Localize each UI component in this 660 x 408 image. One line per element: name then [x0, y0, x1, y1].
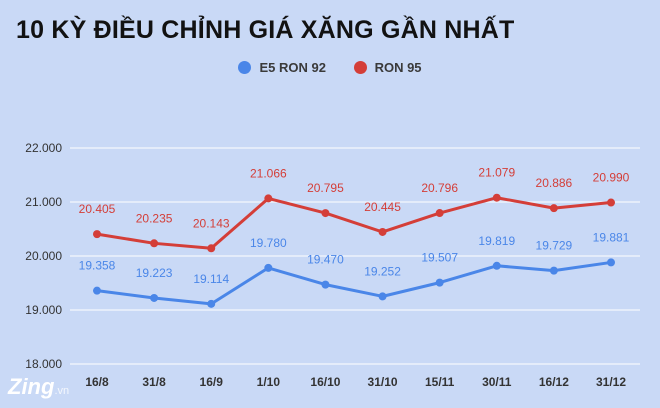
x-tick-label: 31/12 [596, 375, 626, 389]
zing-logo: Zing.vn [8, 374, 69, 400]
series-line-e5 [96, 260, 612, 306]
data-label: 19.819 [478, 234, 515, 248]
data-point [264, 194, 273, 203]
data-point [607, 258, 615, 267]
data-label: 20.795 [307, 181, 344, 195]
data-point [607, 198, 615, 207]
x-tick-label: 16/10 [310, 375, 340, 389]
data-point [93, 230, 101, 239]
legend-item-ron95: RON 95 [353, 60, 422, 75]
data-point [549, 204, 558, 213]
data-point [492, 193, 501, 202]
y-tick-label: 19.000 [25, 303, 62, 317]
legend-label-e5: E5 RON 92 [259, 60, 326, 75]
x-tick-label: 31/8 [142, 375, 166, 389]
data-label: 19.881 [593, 230, 630, 244]
data-label: 19.470 [307, 253, 344, 267]
data-label: 19.252 [364, 264, 401, 278]
logo-brand: Zing [8, 374, 55, 399]
data-label: 19.358 [79, 259, 116, 273]
data-label: 20.405 [79, 202, 116, 216]
data-label: 20.796 [421, 181, 458, 195]
data-point [378, 227, 387, 236]
x-tick-label: 16/9 [200, 375, 224, 389]
data-label: 20.143 [193, 216, 230, 230]
data-label: 19.114 [193, 272, 229, 286]
data-label: 21.066 [250, 166, 287, 180]
data-point [378, 292, 387, 301]
y-tick-label: 21.000 [25, 195, 62, 209]
data-label: 21.079 [478, 166, 515, 180]
data-label: 19.780 [250, 236, 287, 250]
y-tick-label: 22.000 [25, 141, 62, 155]
y-tick-label: 20.000 [25, 249, 62, 263]
data-point [435, 209, 444, 218]
legend-item-e5: E5 RON 92 [238, 60, 326, 75]
x-tick-label: 30/11 [482, 375, 512, 389]
legend-swatch-e5 [238, 61, 252, 74]
data-label: 20.445 [364, 200, 401, 214]
chart-title: 10 KỲ ĐIỀU CHỈNH GIÁ XĂNG GẦN NHẤT [16, 16, 515, 44]
data-label: 19.729 [536, 239, 573, 253]
data-point [549, 266, 558, 275]
x-tick-label: 16/12 [539, 375, 569, 389]
y-tick-label: 18.000 [25, 357, 62, 371]
data-label: 19.507 [421, 251, 458, 265]
legend-swatch-ron95 [353, 61, 367, 74]
data-label: 20.235 [136, 211, 173, 225]
data-point [150, 239, 159, 248]
x-tick-label: 16/8 [85, 375, 109, 389]
x-tick-label: 31/10 [368, 375, 398, 389]
data-label: 20.886 [536, 176, 573, 190]
data-point [321, 280, 330, 289]
data-point [435, 278, 444, 287]
data-point [492, 261, 501, 270]
data-point [264, 263, 273, 272]
data-label: 19.223 [136, 266, 173, 280]
logo-suffix: .vn [54, 385, 70, 397]
data-point [207, 299, 216, 308]
x-tick-label: 15/11 [425, 375, 455, 389]
data-point [93, 286, 101, 295]
data-point [321, 209, 330, 218]
data-point [150, 293, 159, 302]
legend-label-ron95: RON 95 [374, 60, 422, 75]
series-line-ron95 [96, 196, 612, 250]
legend: E5 RON 92 RON 95 [0, 60, 660, 77]
x-tick-label: 1/10 [257, 375, 281, 389]
data-label: 20.990 [593, 171, 630, 185]
data-point [207, 244, 216, 253]
